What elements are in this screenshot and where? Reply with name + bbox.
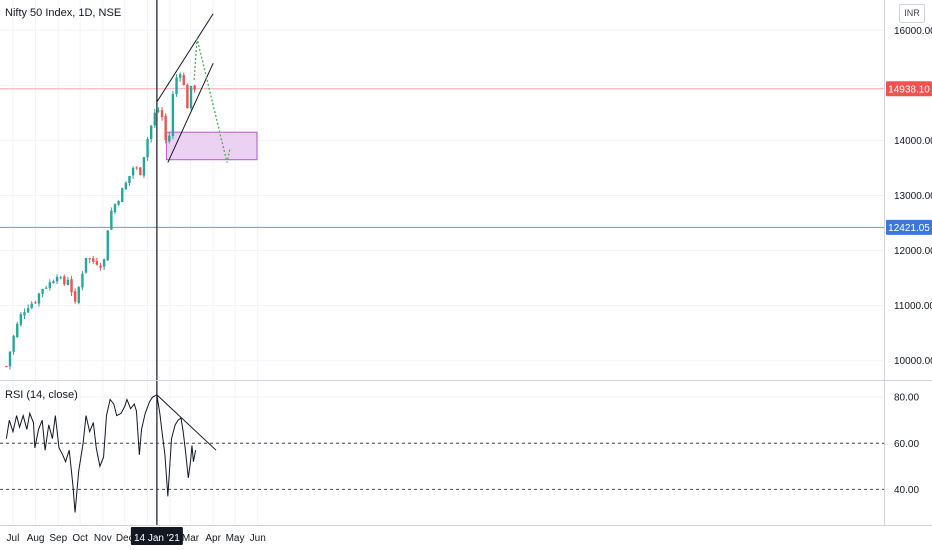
last-price-tag-bg xyxy=(886,81,932,97)
candle-body xyxy=(178,74,182,78)
candle-body xyxy=(59,277,62,279)
chart-title: Nifty 50 Index, 1D, NSE xyxy=(5,7,122,19)
x-tick-label: Mar xyxy=(182,533,200,544)
candle-body xyxy=(160,110,164,118)
candle-body xyxy=(19,314,23,325)
candle-body xyxy=(146,138,149,158)
candles xyxy=(5,72,196,370)
crosshair-date-bg xyxy=(130,527,183,545)
candle-body xyxy=(128,176,131,184)
candle-body xyxy=(95,261,99,265)
x-tick-label: Aug xyxy=(27,533,45,544)
candle-body xyxy=(16,323,19,338)
price-tick-label: 12000.00 xyxy=(894,246,932,257)
price-tick-label: 13000.00 xyxy=(894,191,932,202)
axes xyxy=(0,0,932,526)
candle-body xyxy=(12,335,15,352)
candle-body xyxy=(110,210,113,230)
x-tick-label: Dec xyxy=(116,533,134,544)
candle-body xyxy=(48,282,52,289)
x-tick-label: May xyxy=(226,533,245,544)
candle-body xyxy=(153,112,157,126)
crosshair-date-label: 14 Jan '21 xyxy=(134,533,180,544)
candle-body xyxy=(113,204,117,213)
candle-body xyxy=(34,302,37,304)
x-tick-label: Nov xyxy=(94,533,112,544)
price-tick-label: 10000.00 xyxy=(894,356,932,367)
candle-body xyxy=(171,93,175,137)
last-price-tag: 14938.10 xyxy=(888,84,930,95)
candle-body xyxy=(55,276,59,282)
candle-body xyxy=(66,279,70,285)
candle-body xyxy=(45,287,48,289)
rsi-title: RSI (14, close) xyxy=(5,389,78,401)
x-tick-label: Jun xyxy=(250,533,266,544)
candle-body xyxy=(182,75,185,85)
candle-body xyxy=(41,289,44,294)
x-tick-label: Jul xyxy=(7,533,20,544)
wedge-lower-line xyxy=(167,63,214,163)
candle-body xyxy=(88,258,91,260)
candle-body xyxy=(106,230,109,261)
candle-body xyxy=(102,259,106,267)
support-level-tag-bg xyxy=(886,219,932,235)
price-tick-label: 16000.00 xyxy=(894,26,932,37)
x-tick-label: Sep xyxy=(49,533,67,544)
candle-body xyxy=(121,188,124,203)
candle-body xyxy=(149,125,153,140)
axis-labels: 10000.00 11000.00 12000.00 13000.00 14000.00… xyxy=(7,26,932,545)
candle-body xyxy=(139,167,142,176)
price-tick-label: 14000.00 xyxy=(894,136,932,147)
rsi-trendline xyxy=(156,394,217,451)
rsi-tick-label: 40.00 xyxy=(894,485,919,496)
candle-body xyxy=(157,110,160,112)
support-level-tag: 12421.05 xyxy=(888,223,930,234)
candle-body xyxy=(189,85,193,109)
candle-body xyxy=(23,312,26,316)
candle-body xyxy=(84,258,88,273)
currency-button[interactable]: INR xyxy=(899,4,925,23)
x-tick-label: Apr xyxy=(205,533,221,544)
candle-body xyxy=(81,273,84,288)
candle-body xyxy=(193,85,196,90)
candle-body xyxy=(30,303,33,308)
rsi-tick-label: 80.00 xyxy=(894,393,919,404)
x-tick-label: Oct xyxy=(72,533,88,544)
candle-body xyxy=(142,157,146,176)
candle-body xyxy=(99,265,102,268)
candle-body xyxy=(135,167,138,169)
target-zone-rect xyxy=(165,131,258,161)
candle-body xyxy=(131,167,135,176)
drawings xyxy=(156,0,231,525)
price-tick-label: 11000.00 xyxy=(894,301,932,312)
candle-body xyxy=(63,276,66,285)
candle-body xyxy=(70,279,73,293)
grid xyxy=(0,0,884,524)
candle-body xyxy=(73,291,77,302)
candle-body xyxy=(124,182,128,190)
candle-body xyxy=(117,201,120,205)
target-zone xyxy=(165,131,258,161)
candle-body xyxy=(8,351,12,367)
candle-body xyxy=(92,258,95,262)
candle-body xyxy=(5,366,8,368)
candle-body xyxy=(186,84,189,109)
candle-body xyxy=(37,293,41,304)
candle-body xyxy=(77,287,80,303)
price-levels xyxy=(0,88,884,228)
candle-body xyxy=(175,77,178,94)
candle-body xyxy=(52,281,55,284)
rsi-panel xyxy=(0,394,884,513)
projection-path xyxy=(193,38,231,163)
candle-body xyxy=(168,135,171,142)
candle-body xyxy=(164,115,167,141)
wedge-upper-line xyxy=(156,13,214,103)
rsi-line xyxy=(5,394,197,513)
rsi-tick-label: 60.00 xyxy=(894,439,919,450)
candle-body xyxy=(26,308,30,313)
